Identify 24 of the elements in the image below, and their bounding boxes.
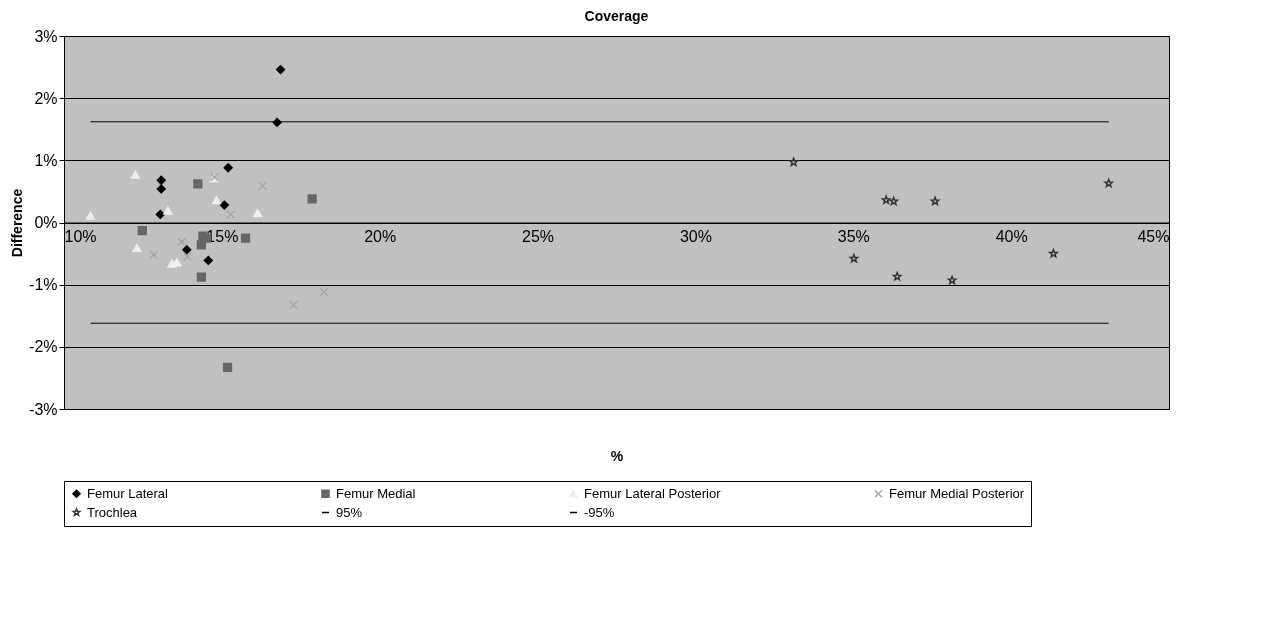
x-tick-label: 30% (679, 228, 712, 245)
y-tick-label: -2% (29, 338, 58, 356)
x-tick-label: 25% (522, 228, 555, 245)
x-tick-label: 35% (837, 228, 870, 245)
y-tick-label: 3% (34, 27, 58, 45)
y-axis-title: Difference (9, 188, 26, 258)
legend-label: 95% (336, 504, 363, 520)
legend-label: Trochlea (87, 504, 138, 520)
legend-label: Femur Medial (336, 485, 416, 501)
x-tick-label: 10% (64, 228, 97, 245)
y-tick-label: -1% (29, 276, 58, 294)
y-tick-label: 0% (34, 214, 58, 231)
y-tick-label: -3% (29, 400, 58, 418)
y-tick-label: 1% (34, 151, 58, 169)
legend-label: Femur Lateral Posterior (584, 485, 722, 501)
x-tick-label: 45% (1137, 228, 1170, 245)
legend-label: Femur Medial Posterior (889, 485, 1025, 501)
legend-label: Femur Lateral (87, 485, 169, 501)
x-tick-label: 20% (364, 228, 397, 245)
y-tick-label: 2% (34, 89, 58, 107)
chart-title: Coverage (584, 8, 649, 24)
x-tick-label: 40% (995, 228, 1028, 245)
x-axis-title: % (610, 447, 624, 464)
legend-label: -95% (584, 504, 615, 520)
